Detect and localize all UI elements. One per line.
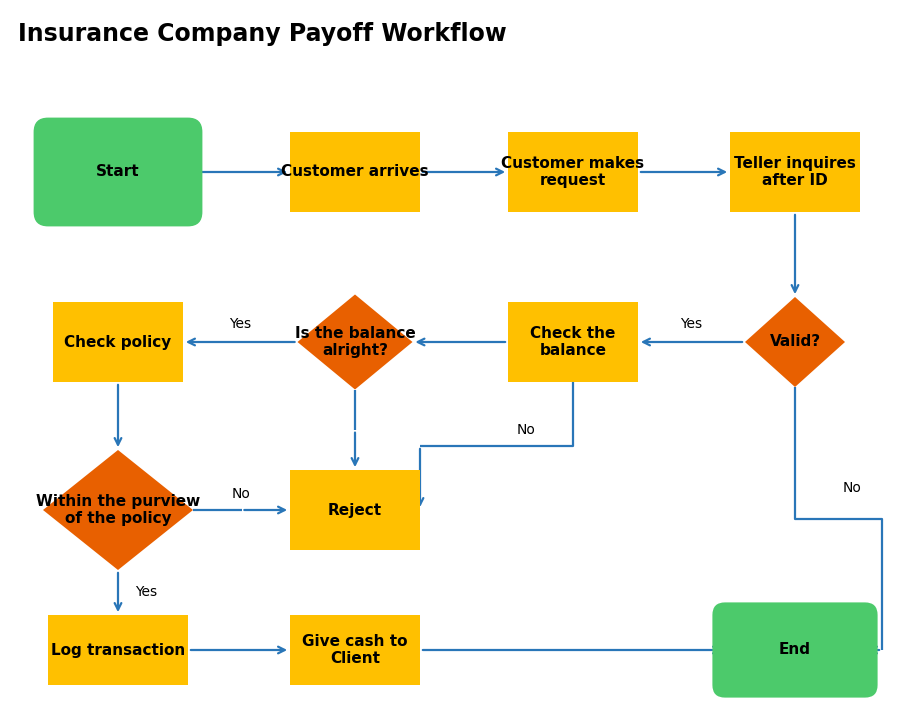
Polygon shape (745, 297, 845, 387)
Text: No: No (843, 481, 861, 496)
Text: Customer makes
request: Customer makes request (501, 156, 645, 188)
Text: Insurance Company Payoff Workflow: Insurance Company Payoff Workflow (18, 22, 507, 46)
Text: Within the purview
of the policy: Within the purview of the policy (36, 493, 200, 526)
Text: Give cash to
Client: Give cash to Client (302, 633, 408, 666)
Text: Customer arrives: Customer arrives (281, 165, 429, 180)
Text: Start: Start (96, 165, 140, 180)
Text: No: No (517, 423, 536, 437)
Text: Reject: Reject (328, 503, 382, 518)
Bar (730, 132, 860, 212)
Text: Yes: Yes (681, 317, 703, 331)
Text: Valid?: Valid? (769, 334, 821, 349)
Text: Check policy: Check policy (64, 334, 171, 349)
Polygon shape (43, 450, 193, 570)
Polygon shape (298, 295, 412, 390)
FancyBboxPatch shape (34, 117, 202, 226)
Text: Yes: Yes (135, 585, 157, 600)
Bar (508, 132, 638, 212)
Text: Log transaction: Log transaction (51, 643, 185, 658)
Text: Yes: Yes (229, 317, 251, 331)
Text: Is the balance
alright?: Is the balance alright? (295, 326, 415, 358)
Text: No: No (232, 487, 251, 501)
Bar (48, 615, 188, 685)
Text: End: End (779, 643, 811, 658)
Text: Teller inquires
after ID: Teller inquires after ID (734, 156, 856, 188)
Bar (290, 470, 420, 550)
Bar (508, 302, 638, 382)
Bar (53, 302, 183, 382)
Bar (290, 132, 420, 212)
Bar (290, 615, 420, 685)
FancyBboxPatch shape (713, 602, 878, 698)
Text: Check the
balance: Check the balance (530, 326, 616, 358)
